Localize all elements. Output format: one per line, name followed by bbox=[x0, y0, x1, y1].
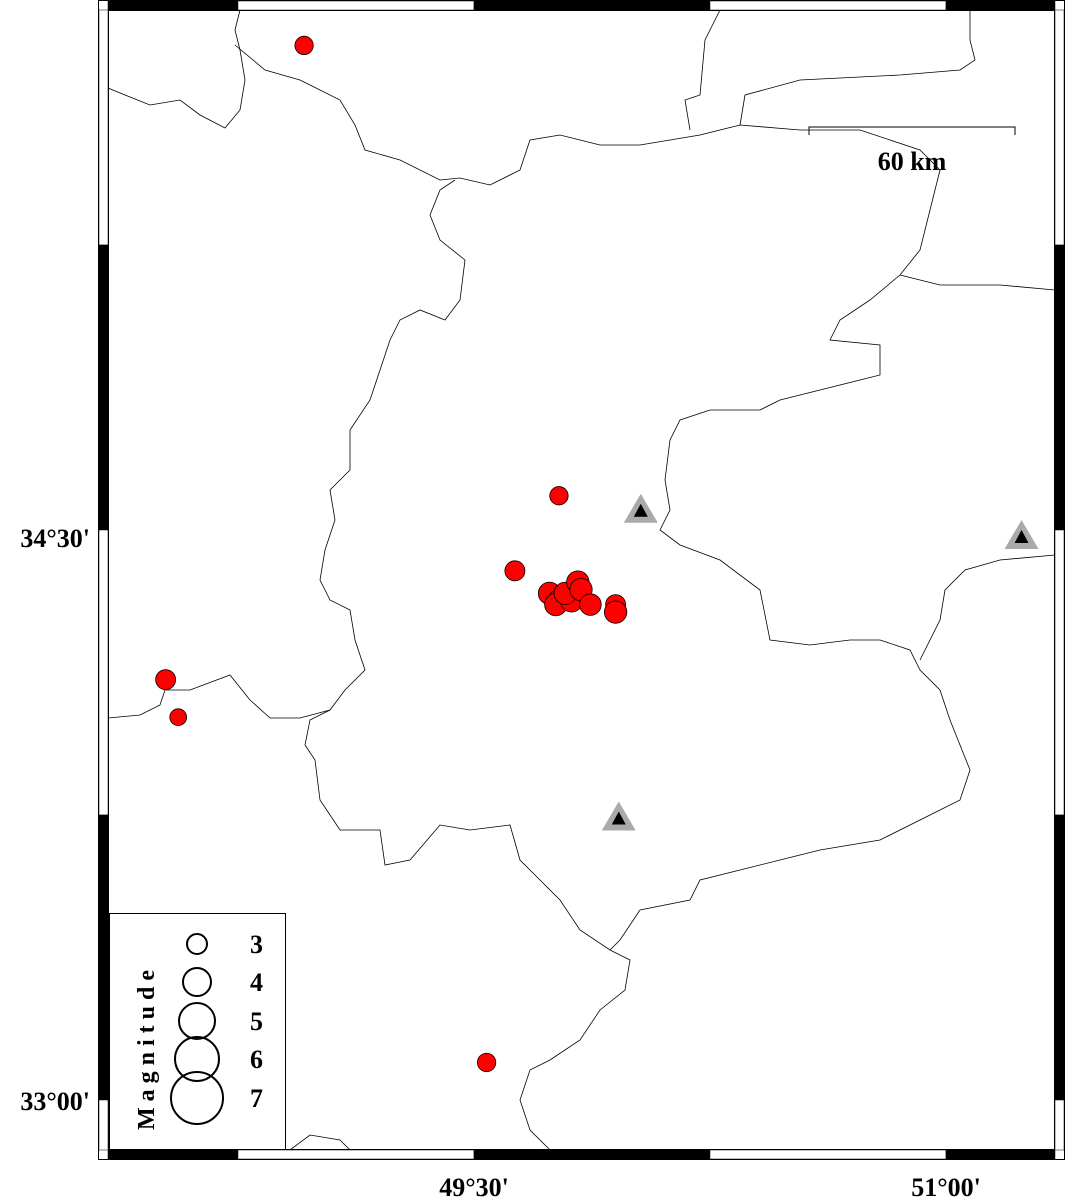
frame-bar-segment bbox=[1054, 529, 1065, 816]
frame-bar-segment bbox=[98, 814, 109, 1101]
lon-label-51-00: 51°00' bbox=[911, 1173, 981, 1199]
frame-bar-segment bbox=[98, 9, 109, 246]
legend-magnitude-label: 4 bbox=[250, 968, 263, 997]
earthquake-event bbox=[579, 593, 602, 616]
frame-bar-segment bbox=[1054, 9, 1065, 246]
frame-bar-segment bbox=[237, 1149, 475, 1160]
lat-label-34-30: 34°30' bbox=[20, 524, 90, 553]
legend-magnitude-label: 5 bbox=[250, 1007, 263, 1036]
frame-bar-segment bbox=[1054, 244, 1065, 531]
boundary-line bbox=[919, 554, 1056, 661]
boundary-line bbox=[899, 274, 1056, 291]
scale-bar: 60 km bbox=[808, 126, 1016, 176]
earthquake-event bbox=[155, 669, 177, 691]
boundary-line bbox=[739, 10, 976, 126]
lat-label-33-00: 33°00' bbox=[20, 1087, 90, 1116]
boundary-line bbox=[684, 9, 721, 131]
earthquake-event bbox=[294, 35, 314, 56]
frame-bar-segment bbox=[709, 1149, 947, 1160]
magnitude-legend: Magnitude 3 4 5 6 7 bbox=[109, 913, 286, 1150]
legend-symbol bbox=[170, 1071, 224, 1125]
boundary-line bbox=[107, 9, 246, 129]
events-layer bbox=[155, 35, 628, 1073]
legend-magnitude-label: 3 bbox=[250, 930, 263, 959]
boundary-line bbox=[519, 949, 631, 1151]
boundary-line bbox=[107, 674, 331, 719]
lon-label-49-30: 49°30' bbox=[439, 1173, 509, 1199]
legend-symbol bbox=[178, 1002, 216, 1040]
earthquake-event bbox=[549, 486, 569, 506]
stations-layer bbox=[601, 493, 1039, 831]
earthquake-event bbox=[504, 560, 526, 582]
boundary-line bbox=[234, 44, 971, 951]
frame-scale-bars bbox=[98, 0, 1065, 1160]
frame-bar-segment bbox=[107, 1149, 239, 1160]
station-triangle-icon bbox=[633, 503, 648, 517]
frame-bar-segment bbox=[473, 0, 711, 11]
frame-bar-segment bbox=[945, 1149, 1056, 1160]
station-triangle-icon bbox=[611, 811, 626, 825]
frame-bar-segment bbox=[98, 244, 109, 531]
frame-bar-segment bbox=[709, 0, 947, 11]
earthquake-event bbox=[476, 1052, 497, 1073]
frame-bar-segment bbox=[237, 0, 475, 11]
boundary-line bbox=[289, 1134, 351, 1151]
legend-symbol bbox=[186, 933, 208, 955]
frame-bar-segment bbox=[1054, 814, 1065, 1101]
frame-bar-segment bbox=[107, 0, 239, 11]
frame-bar-segment bbox=[1054, 1099, 1065, 1151]
frame-bar-segment bbox=[98, 529, 109, 816]
frame-bar-segment bbox=[98, 1099, 109, 1151]
frame-bar-segment bbox=[945, 0, 1056, 11]
frame-bar-segment bbox=[473, 1149, 711, 1160]
legend-magnitude-label: 6 bbox=[250, 1045, 263, 1074]
earthquake-event bbox=[169, 708, 188, 726]
earthquake-event bbox=[604, 600, 628, 624]
legend-magnitude-label: 7 bbox=[250, 1084, 263, 1113]
province-boundaries bbox=[107, 9, 1056, 1151]
legend-symbol bbox=[174, 1036, 220, 1082]
scale-bar-label: 60 km bbox=[878, 147, 947, 176]
legend-symbol bbox=[182, 967, 212, 997]
station-triangle-icon bbox=[1014, 530, 1029, 544]
legend-title: Magnitude bbox=[134, 964, 160, 1130]
